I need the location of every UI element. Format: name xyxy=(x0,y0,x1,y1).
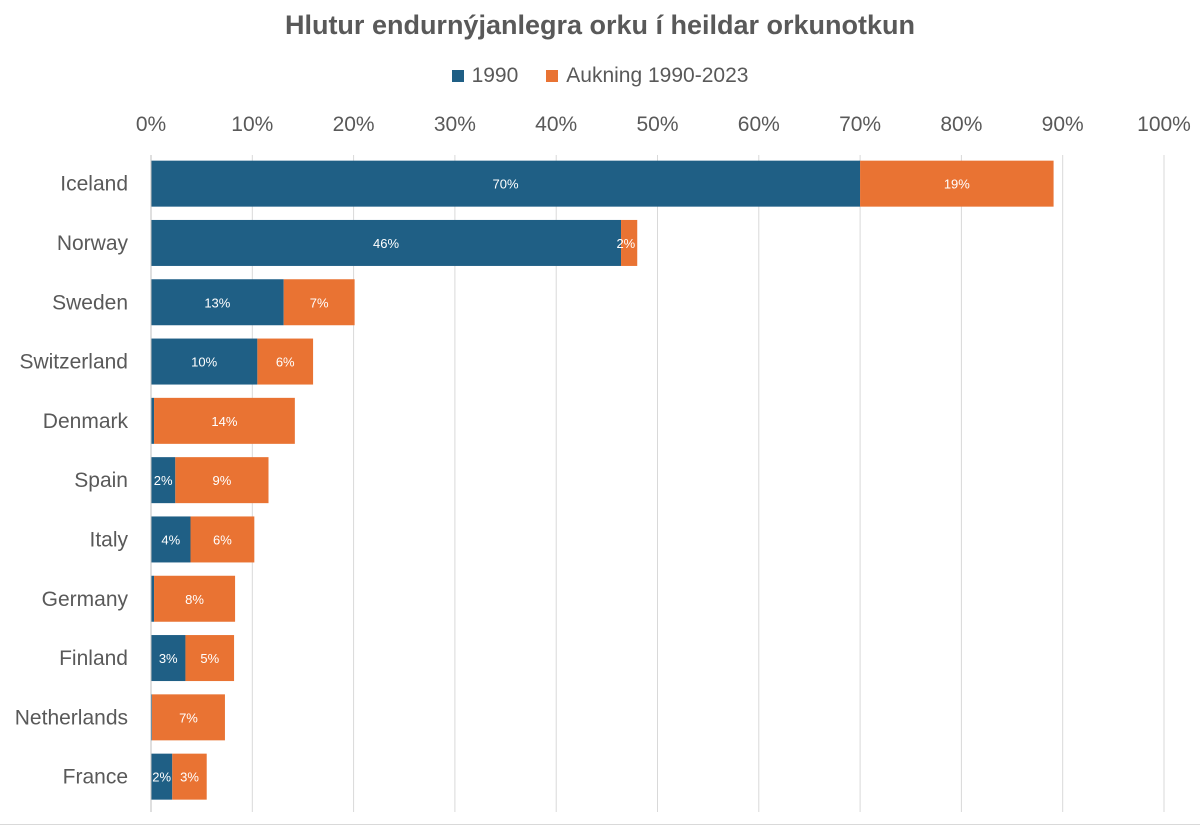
bar-1990 xyxy=(151,575,155,622)
data-label-aukning: 19% xyxy=(944,177,970,192)
data-label-1990: 3% xyxy=(159,651,178,666)
bottom-divider xyxy=(0,824,1200,825)
bar-aukning xyxy=(860,160,1054,207)
bar-aukning xyxy=(154,397,295,444)
category-label: Italy xyxy=(89,528,128,551)
category-label: Norway xyxy=(57,232,129,255)
bar-1990 xyxy=(151,160,861,207)
x-tick-label: 70% xyxy=(839,113,881,136)
category-label: Spain xyxy=(74,469,128,492)
category-label: France xyxy=(63,766,128,789)
data-label-1990: 2% xyxy=(152,770,171,785)
data-label-aukning: 6% xyxy=(213,532,232,547)
data-label-1990: 4% xyxy=(161,532,180,547)
chart-title: Hlutur endurnýjanlegra orku í heildar or… xyxy=(284,10,916,40)
bar-1990 xyxy=(151,279,284,326)
legend-item-1990: 1990 xyxy=(451,64,519,88)
category-label: Netherlands xyxy=(15,706,128,729)
legend-item-aukning: Aukning 1990-2023 xyxy=(546,64,748,88)
data-label-aukning: 3% xyxy=(180,770,199,785)
data-label-aukning: 5% xyxy=(200,651,219,666)
legend-swatch-1990 xyxy=(451,70,464,82)
x-tick-label: 30% xyxy=(434,113,476,136)
x-tick-label: 20% xyxy=(333,113,375,136)
data-label-aukning: 7% xyxy=(179,710,198,725)
category-label: Denmark xyxy=(43,410,129,433)
bar-aukning xyxy=(621,219,638,266)
bar-1990 xyxy=(151,635,186,682)
category-label: Sweden xyxy=(52,291,128,314)
x-tick-label: 10% xyxy=(231,113,273,136)
legend-label-1990: 1990 xyxy=(471,64,519,87)
data-label-1990: 2% xyxy=(154,473,173,488)
legend-swatch-aukning xyxy=(546,70,559,82)
data-label-1990: 10% xyxy=(191,355,217,370)
bar-1990 xyxy=(151,694,153,741)
data-label-1990: 46% xyxy=(373,236,399,251)
bar-1990 xyxy=(151,397,155,444)
data-label-aukning: 14% xyxy=(211,414,237,429)
data-label-aukning: 6% xyxy=(276,355,295,370)
bar-aukning xyxy=(283,279,355,326)
bar-aukning xyxy=(190,516,255,563)
data-label-aukning: 9% xyxy=(213,473,232,488)
bar-1990 xyxy=(151,338,258,385)
x-tick-label: 0% xyxy=(136,113,166,136)
bar-aukning xyxy=(172,753,207,800)
x-tick-label: 100% xyxy=(1137,113,1191,136)
x-tick-label: 60% xyxy=(738,113,780,136)
legend: 1990 Aukning 1990-2023 xyxy=(0,64,1200,88)
bar-aukning xyxy=(175,457,269,504)
bar-aukning xyxy=(185,635,235,682)
bar-1990 xyxy=(151,753,173,800)
data-label-aukning: 8% xyxy=(185,592,204,607)
category-label: Switzerland xyxy=(19,351,128,374)
category-label: Germany xyxy=(42,588,129,611)
x-tick-label: 90% xyxy=(1042,113,1084,136)
bar-aukning xyxy=(154,575,236,622)
data-label-aukning: 7% xyxy=(310,295,329,310)
bar-1990 xyxy=(151,516,191,563)
category-label: Iceland xyxy=(60,173,128,196)
category-label: Finland xyxy=(59,647,128,670)
bar-aukning xyxy=(257,338,314,385)
x-tick-label: 80% xyxy=(940,113,982,136)
data-label-1990: 13% xyxy=(204,295,230,310)
bar-aukning xyxy=(152,694,225,741)
data-label-aukning: 2% xyxy=(616,236,635,251)
bar-1990 xyxy=(151,219,622,266)
x-tick-label: 50% xyxy=(636,113,678,136)
x-tick-label: 40% xyxy=(535,113,577,136)
data-label-1990: 70% xyxy=(493,177,519,192)
legend-label-aukning: Aukning 1990-2023 xyxy=(566,64,749,87)
bar-1990 xyxy=(151,457,176,504)
